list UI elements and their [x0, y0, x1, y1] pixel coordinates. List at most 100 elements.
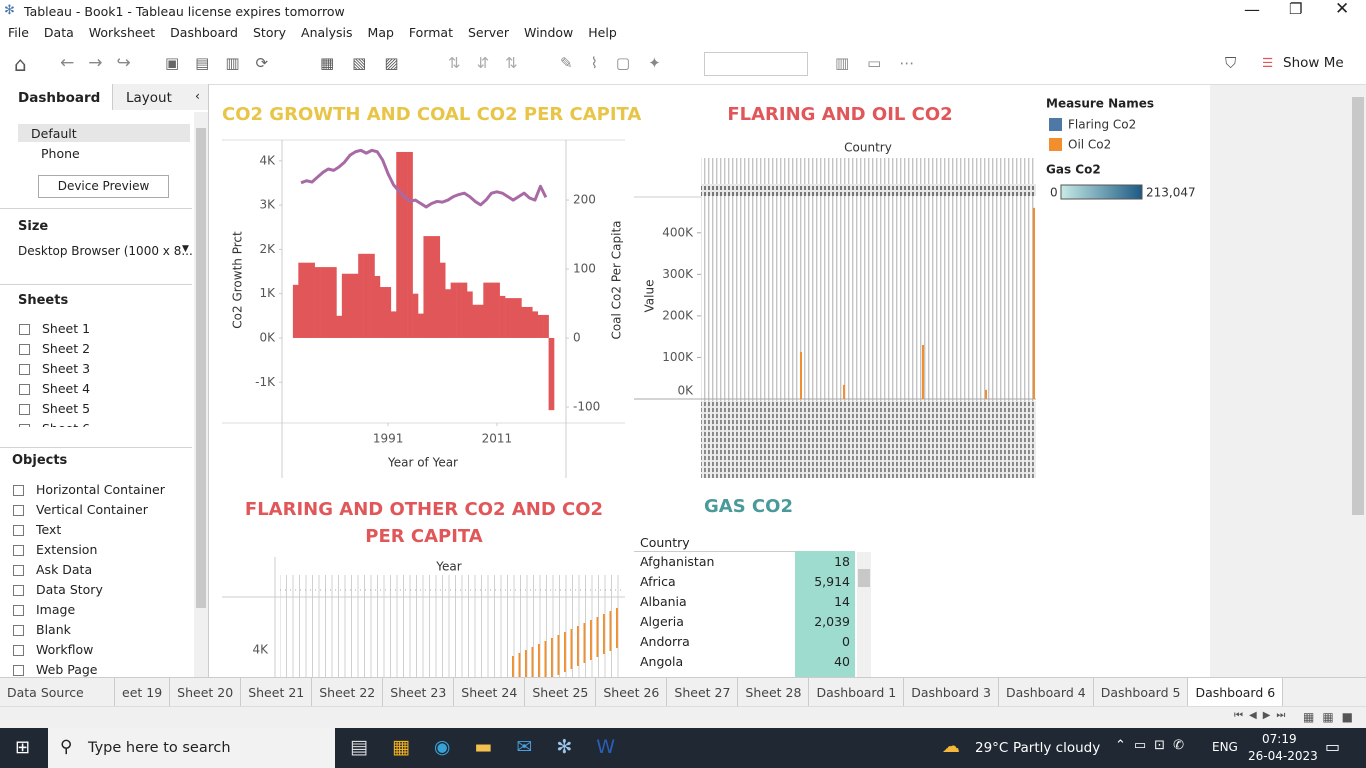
sheet-tab[interactable]: Sheet 27: [667, 678, 739, 707]
sheet-tab[interactable]: Sheet 23: [383, 678, 455, 707]
bar-segment: [564, 632, 566, 672]
gradient-max: 213,047: [1146, 186, 1196, 200]
sheet-tab[interactable]: Dashboard 5: [1094, 678, 1189, 707]
clock-time[interactable]: 07:19: [1262, 732, 1297, 746]
sheet-tab[interactable]: Sheet 21: [241, 678, 313, 707]
clock-date[interactable]: 26-04-2023: [1248, 749, 1318, 763]
show-me-button[interactable]: Show Me: [1283, 55, 1344, 71]
format-icons[interactable]: ✎⌇▢✦: [560, 54, 679, 72]
sheet-tab[interactable]: eet 19: [115, 678, 171, 707]
view-buttons[interactable]: ▦▦■: [1303, 710, 1362, 724]
sheet-item[interactable]: Sheet 2: [0, 339, 192, 359]
table-scroll-thumb[interactable]: [858, 569, 870, 587]
y-tick-label: 400K: [662, 225, 694, 239]
size-value[interactable]: Desktop Browser (1000 x 8...: [18, 244, 193, 258]
search-box[interactable]: [48, 728, 335, 768]
sheet-tab[interactable]: Sheet 22: [312, 678, 384, 707]
start-button[interactable]: ⊞: [15, 737, 31, 758]
sheet-item[interactable]: Sheet 3: [0, 359, 192, 379]
nav-buttons[interactable]: ←→↪: [60, 53, 145, 73]
home-button[interactable]: ⌂: [14, 52, 27, 76]
object-item[interactable]: Data Story: [0, 580, 180, 600]
sheet-item[interactable]: Sheet 4: [0, 379, 192, 399]
object-item[interactable]: Horizontal Container: [0, 480, 180, 500]
menu-item[interactable]: Server: [467, 25, 509, 40]
notifications[interactable]: ▭: [1325, 737, 1341, 756]
tray-icons[interactable]: ⌃▭⊡✆: [1115, 738, 1192, 753]
fit-dropdown[interactable]: [704, 52, 808, 76]
legend-title: Gas Co2: [1046, 163, 1101, 177]
sheet-tab[interactable]: Dashboard 1: [809, 678, 905, 707]
sheet-tab[interactable]: Dashboard 6: [1188, 678, 1284, 707]
close-button[interactable]: ✕: [1335, 0, 1350, 19]
language[interactable]: ENG: [1212, 740, 1238, 754]
dashboard-tab[interactable]: Dashboard: [18, 90, 101, 106]
tab-nav[interactable]: ⏮◀▶⏭: [1234, 710, 1292, 721]
object-item[interactable]: Extension: [0, 540, 180, 560]
sheet-tab[interactable]: Data Source: [0, 678, 115, 707]
object-item[interactable]: Workflow: [0, 640, 180, 660]
sheet-tab[interactable]: Sheet 20: [170, 678, 242, 707]
sheet-tab[interactable]: Dashboard 4: [999, 678, 1094, 707]
weather[interactable]: Partly cloudy: [1013, 740, 1101, 756]
legend-swatch: [1049, 118, 1062, 131]
device-phone[interactable]: Phone: [41, 146, 80, 161]
object-item[interactable]: Web Page: [0, 660, 180, 677]
sheet-tab[interactable]: Sheet 28: [738, 678, 810, 707]
menu-item[interactable]: Format: [408, 25, 453, 40]
menu-item[interactable]: Map: [367, 25, 394, 40]
object-item[interactable]: Blank: [0, 620, 180, 640]
sheet-icons[interactable]: ▦▧▨: [320, 54, 417, 72]
object-item[interactable]: Ask Data: [0, 560, 180, 580]
sheet-tab[interactable]: Sheet 25: [525, 678, 597, 707]
size-dropdown[interactable]: ▼: [182, 244, 189, 254]
bar: [477, 304, 484, 338]
line: [300, 148, 548, 209]
bar: [488, 282, 495, 338]
menu-item[interactable]: Story: [252, 25, 287, 40]
y-tick-label: 2K: [259, 242, 276, 256]
restore-button[interactable]: ❐: [1289, 0, 1303, 18]
dashboard-scroll-thumb[interactable]: [1352, 97, 1364, 515]
menu-item[interactable]: File: [8, 25, 29, 40]
legend-swatch: [1049, 138, 1062, 151]
bar: [412, 293, 419, 338]
device-preview-button[interactable]: Device Preview: [38, 175, 169, 198]
bar: [526, 306, 533, 338]
sheet-tab[interactable]: Sheet 26: [596, 678, 668, 707]
menu-item[interactable]: Analysis: [301, 25, 353, 40]
device-default[interactable]: Default: [31, 126, 77, 141]
menu-item[interactable]: Dashboard: [170, 25, 238, 40]
chart-title: FLARING AND OIL CO2: [727, 104, 953, 125]
bar: [336, 315, 343, 338]
object-item[interactable]: Vertical Container: [0, 500, 180, 520]
menu-item[interactable]: Help: [588, 25, 617, 40]
objects-heading: Objects: [12, 453, 68, 468]
pinned-apps[interactable]: ▤▦◉▬✉✻W: [350, 736, 640, 758]
sheet-tab[interactable]: Sheet 24: [454, 678, 526, 707]
object-item[interactable]: Image: [0, 600, 180, 620]
sheet-item[interactable]: Sheet 6: [0, 419, 192, 427]
sheet-item[interactable]: Sheet 5: [0, 399, 192, 419]
menu-item[interactable]: Window: [523, 25, 574, 40]
bar: [352, 273, 359, 338]
minimize-button[interactable]: —: [1244, 0, 1260, 19]
menu-item[interactable]: Data: [43, 25, 74, 40]
present-icons[interactable]: ▥▭⋯: [835, 54, 933, 72]
sort-icons[interactable]: ⇅⇵⇅: [448, 54, 534, 72]
tool-icons[interactable]: ▣▤▥⟳: [165, 54, 285, 72]
side-scroll-thumb[interactable]: [196, 128, 206, 608]
highlight-icon[interactable]: ⛉: [1225, 54, 1237, 72]
bar: [374, 275, 381, 338]
menu-item[interactable]: Worksheet: [88, 25, 156, 40]
object-item[interactable]: Text: [0, 520, 180, 540]
temperature[interactable]: 29°C: [975, 740, 1009, 756]
collapse-button[interactable]: ‹: [195, 88, 200, 103]
table-header: Country: [640, 535, 690, 550]
show-me-icon[interactable]: ☰: [1262, 55, 1274, 70]
layout-tab[interactable]: Layout: [126, 90, 172, 106]
search-placeholder[interactable]: Type here to search: [88, 740, 231, 756]
sheet-tab[interactable]: Dashboard 3: [904, 678, 999, 707]
sheet-item[interactable]: Sheet 1: [0, 319, 192, 339]
